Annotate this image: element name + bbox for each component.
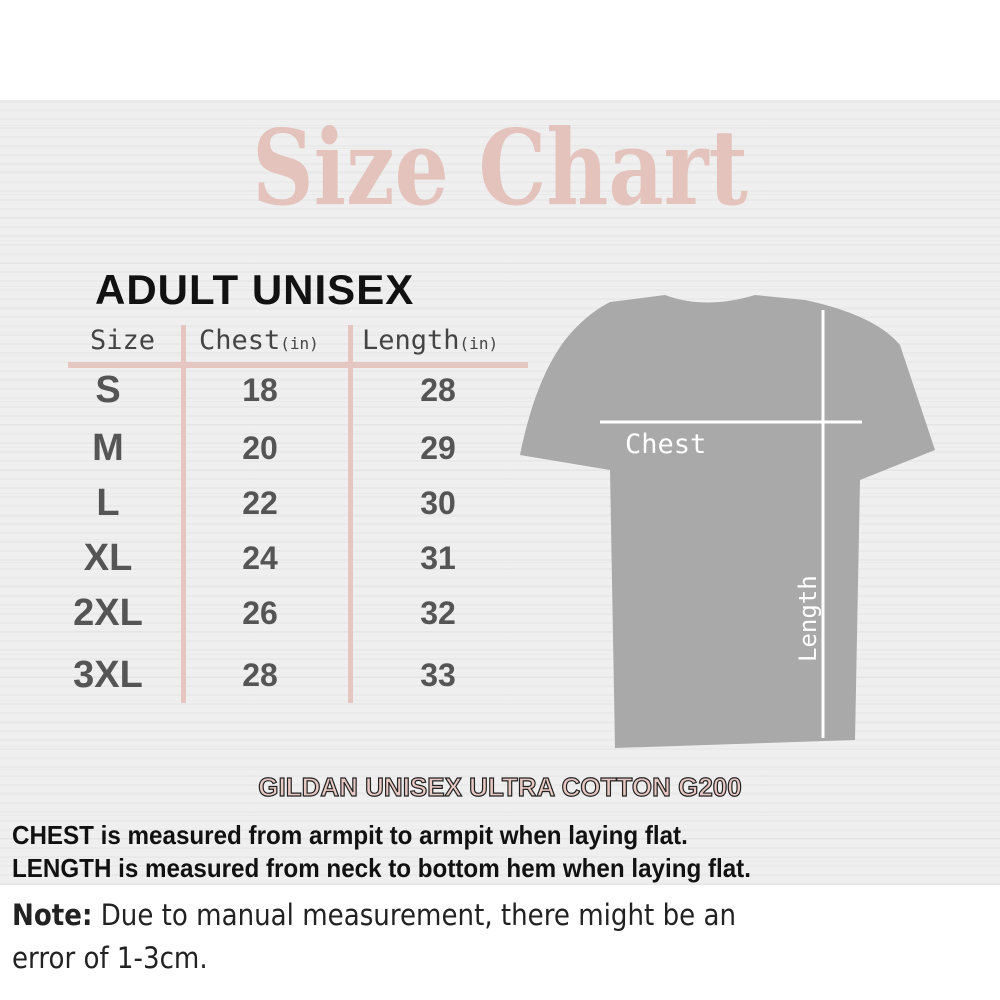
column-divider [348, 325, 353, 703]
instruction-text: is measured from armpit to armpit when l… [93, 820, 688, 850]
size-cell: XL [83, 537, 133, 579]
header-unit: (in) [459, 334, 499, 353]
chest-cell: 28 [242, 657, 278, 693]
size-cell: L [96, 482, 120, 524]
header-chest: Chest(in) [199, 325, 319, 356]
length-cell: 33 [420, 657, 456, 693]
size-cell: 2XL [73, 592, 143, 634]
chest-cell: 22 [242, 485, 278, 521]
note-label: Note: [12, 898, 93, 932]
header-label: Size [90, 325, 156, 356]
header-unit: (in) [280, 334, 319, 353]
section-title: ADULT UNISEX [95, 266, 415, 313]
tshirt-shape [520, 295, 935, 748]
length-cell: 30 [420, 485, 456, 521]
tshirt-diagram: Chest Length [520, 295, 935, 748]
note-text: Due to manual measurement, there might b… [92, 898, 737, 932]
header-divider [68, 362, 528, 368]
size-cell: M [92, 427, 124, 469]
note-line-2: error of 1-3cm. [12, 941, 208, 975]
chest-cell: 18 [242, 372, 278, 408]
chest-cell: 24 [242, 540, 278, 576]
instruction-text: is measured from neck to bottom hem when… [111, 853, 751, 883]
instruction-keyword: CHEST [12, 820, 94, 850]
header-length: Length(in) [362, 325, 498, 356]
length-instruction: LENGTH is measured from neck to bottom h… [12, 853, 751, 883]
size-cell: 3XL [73, 654, 143, 696]
length-cell: 29 [420, 430, 456, 466]
chest-label: Chest [625, 429, 706, 460]
length-label: Length [794, 575, 822, 662]
length-cell: 31 [420, 540, 456, 576]
length-cell: 32 [420, 595, 456, 631]
chest-cell: 20 [242, 430, 278, 466]
header-label: Length [362, 325, 460, 356]
product-name: GILDAN UNISEX ULTRA COTTON G200 [258, 771, 743, 802]
header-label: Chest [199, 325, 281, 356]
header-size: Size [90, 325, 155, 356]
note-line-1: Note: Due to manual measurement, there m… [12, 897, 736, 933]
column-divider [181, 325, 186, 703]
length-cell: 28 [420, 372, 456, 408]
chest-cell: 26 [242, 595, 278, 631]
instruction-keyword: LENGTH [12, 853, 112, 883]
page-title: Size Chart [252, 106, 748, 229]
chest-instruction: CHEST is measured from armpit to armpit … [12, 820, 688, 850]
size-cell: S [95, 369, 121, 411]
